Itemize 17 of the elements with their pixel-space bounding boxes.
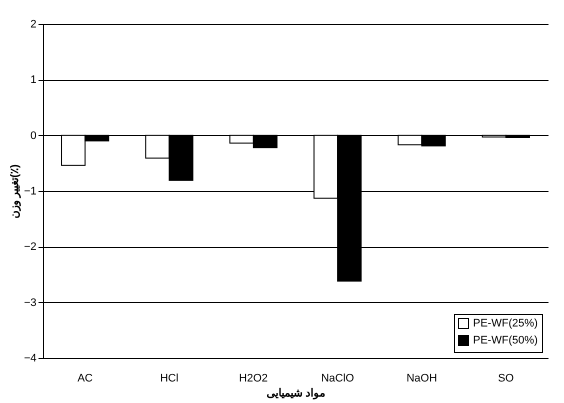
y-tick-label: −2 xyxy=(24,241,36,254)
y-tick-label: −3 xyxy=(24,296,36,309)
y-tick-label: −1 xyxy=(24,186,36,198)
x-tick-label: NaClO xyxy=(321,372,355,384)
y-tick-label: −4 xyxy=(24,352,36,364)
x-tick-label: NaOH xyxy=(406,372,438,384)
x-tick-label: H2O2 xyxy=(239,372,268,384)
x-tick-label: HCl xyxy=(160,372,178,384)
y-tick-label: 0 xyxy=(30,130,36,142)
y-axis-title: تغییر وزن(٪) xyxy=(8,164,21,219)
legend-label: PE-WF(50%) xyxy=(473,334,538,346)
legend-label: PE-WF(25%) xyxy=(473,318,538,330)
y-tick-label: 1 xyxy=(30,74,36,86)
x-tick-label: AC xyxy=(77,372,93,384)
x-tick-label: SO xyxy=(498,372,514,384)
y-tick-label: 2 xyxy=(30,18,36,30)
x-axis-title: مواد شیمیایی xyxy=(266,388,326,400)
